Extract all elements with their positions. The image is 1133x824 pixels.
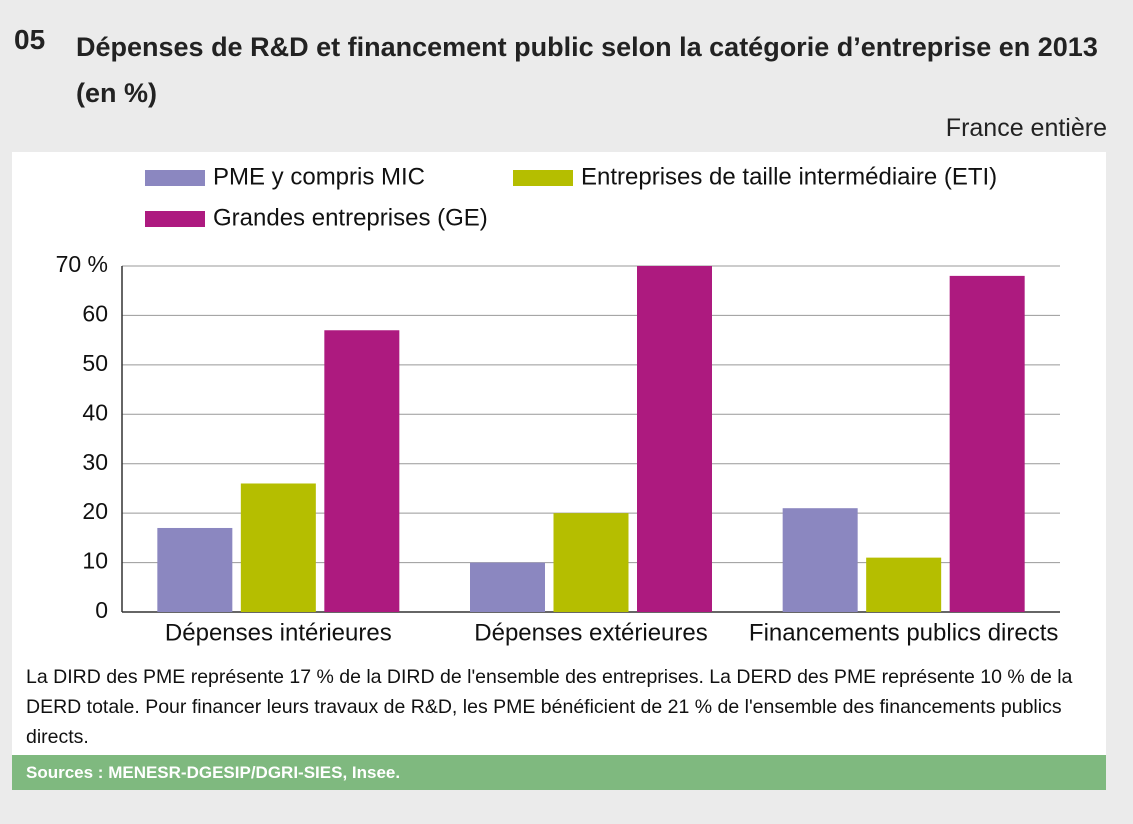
legend-swatch [513, 170, 573, 186]
chart-subtitle: France entière [945, 114, 1107, 142]
bar [240, 483, 316, 612]
y-tick-label: 40 [82, 399, 108, 425]
legend-swatch [145, 211, 205, 227]
y-tick-label: 60 [82, 301, 108, 327]
chart-number: 05 [14, 24, 46, 55]
legend-label: PME y compris MIC [213, 163, 425, 190]
y-tick-label: 70 % [56, 251, 108, 277]
bar [157, 527, 233, 612]
legend-label: Grandes entreprises (GE) [213, 204, 488, 231]
note: La DIRD des PME représente 17 % de la DI… [26, 666, 1073, 748]
source: Sources : MENESR-DGESIP/DGRI-SIES, Insee… [12, 755, 1106, 790]
chart-title: Dépenses de R&D et financement public se… [76, 32, 1098, 108]
legend-swatch [145, 170, 205, 186]
y-tick-label: 0 [95, 597, 108, 623]
bar [782, 508, 858, 612]
x-tick-label: Dépenses intérieures [165, 619, 392, 646]
y-tick-label: 10 [82, 548, 108, 574]
bar [553, 513, 629, 612]
y-tick-label: 20 [82, 498, 108, 524]
bar [324, 330, 400, 612]
x-tick-label: Dépenses extérieures [474, 619, 707, 646]
panel [12, 152, 1106, 755]
x-tick-label: Financements publics directs [749, 619, 1058, 646]
bar [470, 562, 545, 612]
legend-label: Entreprises de taille intermédiaire (ETI… [581, 163, 997, 190]
y-tick-label: 30 [82, 449, 108, 475]
y-tick-label: 50 [82, 350, 108, 376]
bar [949, 275, 1025, 612]
bar [866, 557, 942, 612]
bar [637, 266, 712, 612]
